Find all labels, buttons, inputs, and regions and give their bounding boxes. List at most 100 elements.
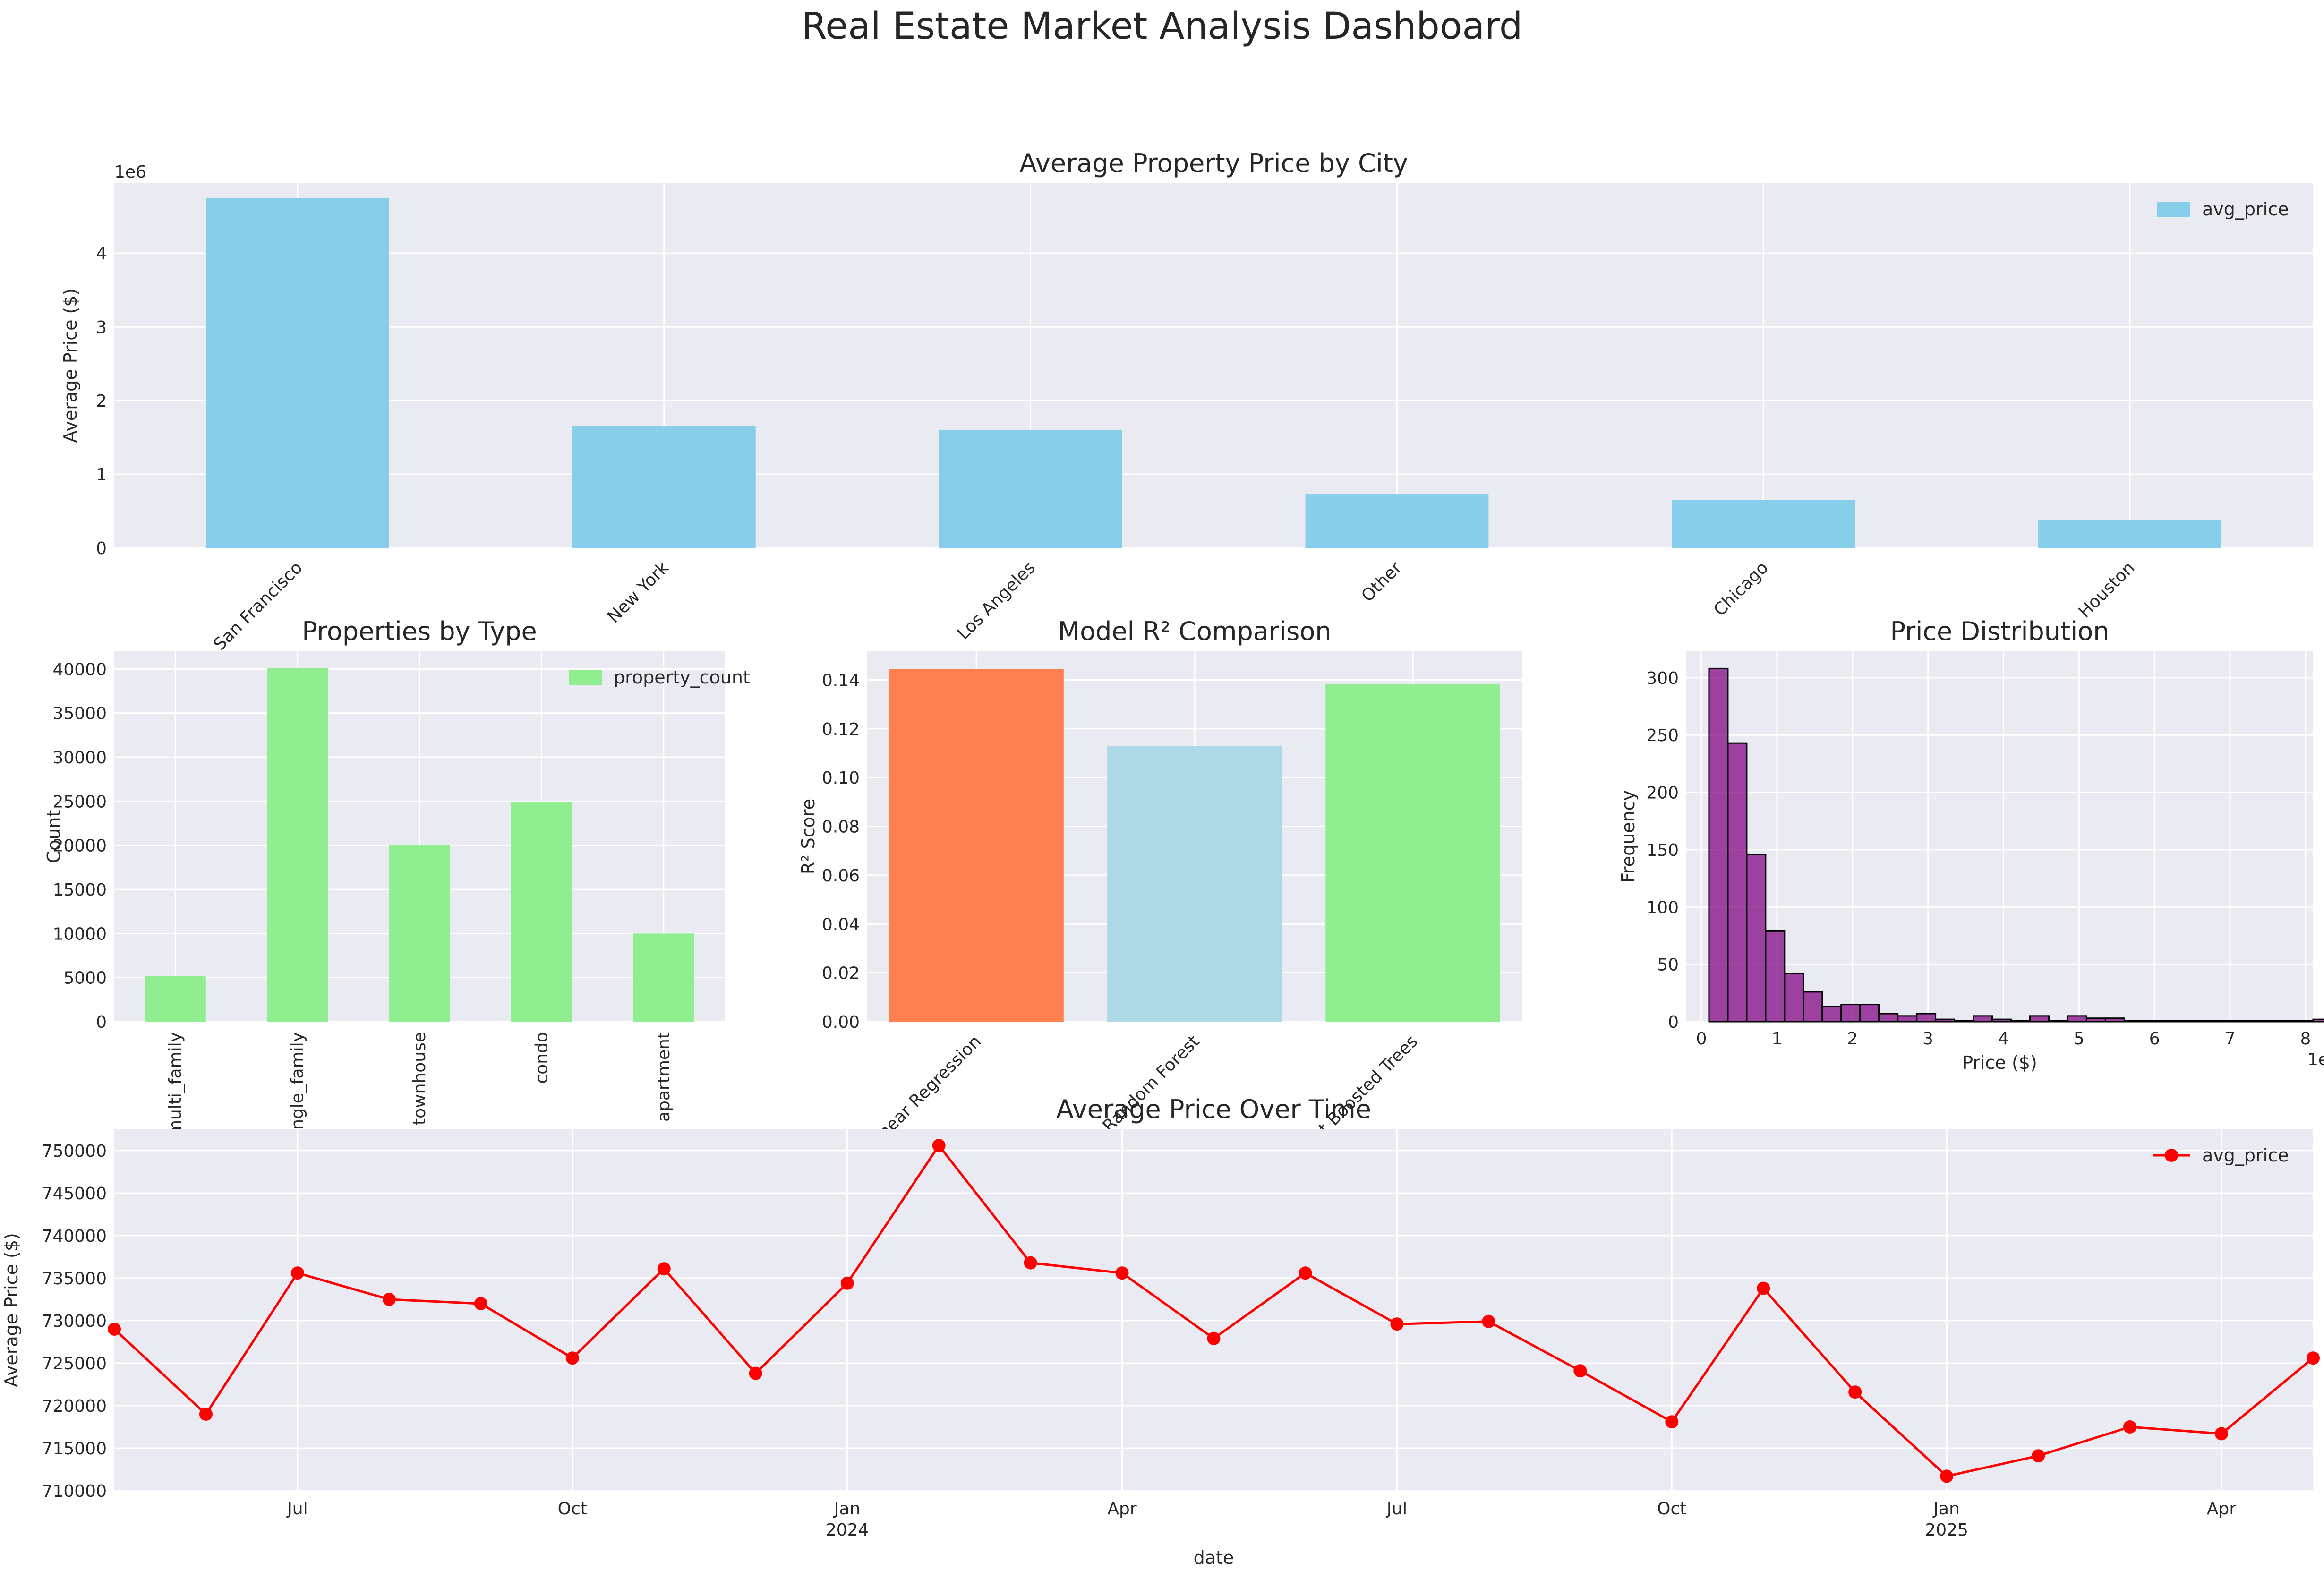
y-tick-label: 0.10 bbox=[822, 768, 860, 788]
histogram-bin bbox=[2048, 1020, 2068, 1023]
data-point bbox=[749, 1366, 762, 1380]
y-axis-label: Average Price ($) bbox=[1, 1233, 22, 1387]
y-tick-label: 715000 bbox=[42, 1439, 107, 1459]
bar bbox=[1305, 494, 1489, 548]
legend-marker bbox=[2165, 1149, 2178, 1162]
y-tick-label: 10000 bbox=[52, 924, 107, 944]
histogram-bin bbox=[2218, 1020, 2239, 1023]
y-tick-label: 0 bbox=[96, 1013, 107, 1032]
histogram-bin bbox=[1878, 1013, 1899, 1023]
x-tick-label: Oct bbox=[558, 1499, 587, 1519]
data-point bbox=[932, 1139, 946, 1152]
x-tick-label: Oct bbox=[1657, 1499, 1686, 1519]
histogram-bin bbox=[1840, 1004, 1861, 1023]
price-over-time-chart: Average Price Over Time 710000 715000 72000… bbox=[1, 1094, 2320, 1568]
y-axis-label: Count bbox=[43, 810, 64, 863]
y-tick-label: 150 bbox=[1646, 841, 1679, 860]
y-tick-label: 4 bbox=[96, 244, 107, 264]
y-tick-label: 0.14 bbox=[822, 671, 860, 690]
histogram-bin bbox=[2293, 1020, 2314, 1023]
x-tick-label: apartment bbox=[654, 1032, 674, 1122]
y-tick-label: 25000 bbox=[52, 792, 107, 811]
x-tick-label: 0 bbox=[1696, 1029, 1707, 1049]
data-point bbox=[382, 1293, 396, 1306]
x-tick-label: 2 bbox=[1847, 1029, 1858, 1049]
bar bbox=[572, 426, 756, 548]
y-tick-label: 720000 bbox=[42, 1397, 107, 1416]
x-tick-label: San Francisco bbox=[210, 558, 306, 654]
data-point bbox=[2215, 1427, 2229, 1441]
data-point bbox=[565, 1351, 579, 1365]
price-distribution-chart: Price Distribution050100150200250300Freq… bbox=[1618, 616, 2324, 1073]
y-tick-label: 300 bbox=[1646, 669, 1679, 688]
y-offset-label: 1e6 bbox=[114, 162, 146, 182]
histogram-bin bbox=[2256, 1020, 2276, 1023]
bar bbox=[889, 669, 1064, 1022]
plot-area bbox=[114, 183, 2313, 548]
x-tick-label: 8 bbox=[2300, 1029, 2311, 1049]
chart-title: Model R² Comparison bbox=[1058, 616, 1332, 646]
data-point bbox=[1848, 1385, 1862, 1399]
data-point bbox=[1390, 1317, 1404, 1331]
x-tick-label: Jan bbox=[1932, 1499, 1960, 1519]
y-tick-label: 100 bbox=[1646, 898, 1679, 917]
histogram-bin bbox=[2067, 1015, 2087, 1023]
histogram-bin bbox=[2123, 1020, 2144, 1023]
x-tick-label: Apr bbox=[2207, 1499, 2236, 1519]
bar bbox=[267, 668, 328, 1022]
y-tick-label: 0.02 bbox=[822, 964, 860, 983]
x-offset-label: 1e6 bbox=[2307, 1050, 2324, 1069]
plot-area bbox=[1686, 651, 2313, 1022]
histogram-bin bbox=[1916, 1013, 1937, 1023]
bar bbox=[2038, 520, 2222, 548]
x-tick-label: Los Angeles bbox=[954, 558, 1039, 643]
histogram-bin bbox=[1897, 1015, 1918, 1023]
data-point bbox=[657, 1262, 671, 1276]
data-point bbox=[290, 1266, 304, 1280]
y-tick-label: 740000 bbox=[42, 1227, 107, 1246]
y-tick-label: 0 bbox=[1668, 1013, 1679, 1032]
bar bbox=[1325, 684, 1500, 1022]
histogram-bin bbox=[2161, 1020, 2182, 1023]
histogram-bin bbox=[1784, 973, 1804, 1023]
x-tick-label: Houston bbox=[2075, 558, 2139, 622]
y-axis-label: Frequency bbox=[1618, 790, 1639, 883]
x-tick-label: New York bbox=[604, 558, 673, 627]
x-tick-label: 6 bbox=[2149, 1029, 2160, 1049]
histogram-bin bbox=[1859, 1004, 1880, 1023]
data-point bbox=[1757, 1281, 1770, 1295]
x-tick-label: 7 bbox=[2225, 1029, 2236, 1049]
plot-area bbox=[114, 1129, 2313, 1491]
bar bbox=[939, 430, 1122, 548]
histogram-bin bbox=[1708, 667, 1729, 1023]
data-point bbox=[1665, 1415, 1679, 1429]
data-point bbox=[199, 1408, 213, 1421]
legend-swatch bbox=[2157, 202, 2190, 217]
x-tick-label: 4 bbox=[1998, 1029, 2009, 1049]
y-tick-label: 710000 bbox=[42, 1482, 107, 1501]
x-tick-label: 1 bbox=[1771, 1029, 1782, 1049]
y-tick-label: 15000 bbox=[52, 880, 107, 900]
y-tick-label: 2 bbox=[96, 392, 107, 411]
legend-label: avg_price bbox=[2202, 199, 2289, 220]
histogram-bin bbox=[1727, 742, 1748, 1023]
y-tick-label: 50 bbox=[1657, 956, 1679, 975]
x-tick-label: single_family bbox=[288, 1032, 308, 1144]
legend-label: avg_price bbox=[2202, 1145, 2289, 1166]
y-tick-label: 0 bbox=[96, 539, 107, 558]
bar bbox=[145, 975, 206, 1022]
data-point bbox=[2123, 1420, 2137, 1434]
histogram-bin bbox=[1765, 930, 1786, 1023]
y-tick-label: 20000 bbox=[52, 836, 107, 856]
x-tick-label: townhouse bbox=[410, 1032, 429, 1125]
x-axis-label: date bbox=[1194, 1547, 1234, 1568]
x-tick-label: Apr bbox=[1107, 1499, 1136, 1519]
histogram-bin bbox=[1954, 1020, 1974, 1023]
city-price-chart: Average Property Price by City 0 1 2 3 4 Avera… bbox=[60, 148, 2313, 654]
y-tick-label: 30000 bbox=[52, 748, 107, 768]
dashboard-title: Real Estate Market Analysis Dashboard bbox=[802, 5, 1523, 48]
x-tick-label: Jan bbox=[833, 1499, 861, 1519]
y-tick-label: 1 bbox=[96, 465, 107, 485]
bar bbox=[205, 198, 389, 548]
histogram-bin bbox=[2104, 1017, 2125, 1023]
